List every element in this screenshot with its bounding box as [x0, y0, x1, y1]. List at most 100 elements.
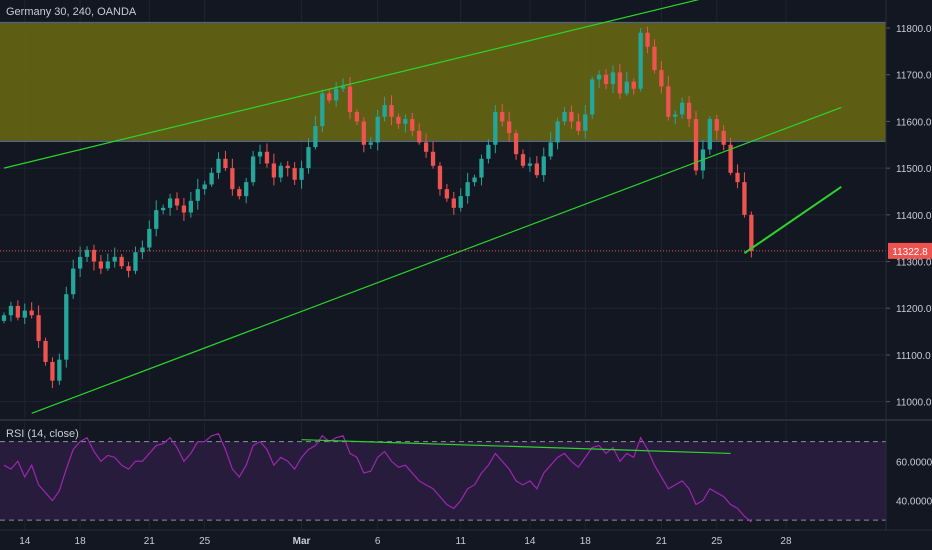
candle-body[interactable] — [306, 147, 311, 169]
candle-body[interactable] — [161, 207, 166, 211]
candle-body[interactable] — [77, 256, 83, 269]
candle-body[interactable] — [693, 119, 699, 171]
candle-body[interactable] — [320, 93, 325, 127]
trendline-lower-channel[interactable] — [31, 106, 842, 414]
candle-body[interactable] — [368, 142, 373, 145]
rsi-indicator[interactable] — [0, 433, 886, 523]
candle-body[interactable] — [1, 315, 7, 321]
candle-body[interactable] — [520, 154, 526, 166]
candle-body[interactable] — [458, 196, 463, 208]
candle-body[interactable] — [340, 86, 346, 89]
candle-body[interactable] — [112, 256, 117, 262]
candle-body[interactable] — [673, 114, 678, 117]
candle-body[interactable] — [119, 256, 124, 267]
candle-body[interactable] — [721, 130, 726, 145]
candle-body[interactable] — [285, 165, 290, 169]
candle-body[interactable] — [486, 144, 491, 159]
projection-line[interactable] — [743, 185, 842, 254]
candle-body[interactable] — [541, 156, 546, 176]
candle-body[interactable] — [216, 158, 221, 173]
candle-body[interactable] — [680, 102, 685, 115]
candle-body[interactable] — [292, 168, 297, 180]
candle-body[interactable] — [444, 189, 450, 199]
candle-body[interactable] — [57, 359, 62, 381]
candle-body[interactable] — [742, 182, 747, 215]
candle-body[interactable] — [71, 268, 76, 295]
candle-body[interactable] — [278, 165, 283, 178]
candle-body[interactable] — [728, 144, 733, 173]
candle-body[interactable] — [423, 142, 429, 152]
candle-body[interactable] — [375, 116, 380, 143]
candle-body[interactable] — [91, 249, 97, 262]
candle-body[interactable] — [451, 198, 456, 208]
candle-body[interactable] — [569, 112, 574, 122]
candle-body[interactable] — [583, 114, 588, 131]
candle-body[interactable] — [472, 177, 477, 183]
candle-body[interactable] — [638, 32, 643, 89]
candle-body[interactable] — [50, 361, 55, 381]
candle-body[interactable] — [403, 119, 408, 124]
candle-body[interactable] — [174, 198, 180, 206]
candle-body[interactable] — [334, 88, 339, 101]
candle-body[interactable] — [257, 151, 263, 157]
candle-body[interactable] — [98, 261, 104, 269]
candle-body[interactable] — [396, 116, 401, 124]
candle-body[interactable] — [410, 119, 415, 131]
candle-body[interactable] — [126, 266, 131, 271]
candle-body[interactable] — [195, 189, 200, 201]
candle-body[interactable] — [313, 126, 318, 148]
candle-body[interactable] — [631, 81, 636, 89]
candle-body[interactable] — [271, 163, 277, 178]
candle-body[interactable] — [29, 310, 34, 316]
candle-body[interactable] — [22, 310, 27, 318]
candle-body[interactable] — [617, 72, 623, 94]
candle-body[interactable] — [596, 74, 602, 80]
candle-body[interactable] — [237, 189, 242, 197]
candle-body[interactable] — [147, 228, 152, 248]
candle-body[interactable] — [652, 46, 657, 71]
candle-body[interactable] — [188, 200, 193, 213]
candle-body[interactable] — [507, 121, 512, 134]
candle-body[interactable] — [513, 133, 519, 155]
candle-body[interactable] — [437, 165, 443, 190]
candle-body[interactable] — [223, 158, 228, 169]
candle-body[interactable] — [244, 182, 249, 197]
candle-body[interactable] — [590, 79, 595, 115]
candle-body[interactable] — [354, 112, 360, 122]
candle-body[interactable] — [714, 119, 719, 131]
candle-body[interactable] — [500, 112, 505, 122]
candle-body[interactable] — [209, 172, 214, 185]
candle-body[interactable] — [686, 102, 692, 120]
candle-body[interactable] — [389, 105, 394, 117]
candle-body[interactable] — [417, 130, 422, 143]
rsi-line[interactable] — [3, 433, 752, 523]
candle-body[interactable] — [465, 182, 470, 197]
candle-body[interactable] — [327, 93, 332, 101]
candle-body[interactable] — [84, 249, 90, 257]
candle-body[interactable] — [430, 151, 436, 166]
candle-body[interactable] — [645, 32, 650, 47]
candle-body[interactable] — [527, 163, 533, 166]
candle-body[interactable] — [555, 121, 560, 143]
candle-body[interactable] — [707, 119, 712, 150]
trendline-upper-channel[interactable] — [3, 0, 841, 169]
candle-body[interactable] — [666, 86, 671, 117]
candle-body[interactable] — [534, 163, 539, 176]
candle-body[interactable] — [382, 105, 387, 117]
candle-body[interactable] — [15, 305, 20, 318]
candle-body[interactable] — [361, 121, 366, 145]
candle-body[interactable] — [610, 72, 616, 85]
candle-body[interactable] — [735, 172, 740, 183]
candle-body[interactable] — [43, 340, 48, 362]
candle-body[interactable] — [264, 151, 270, 164]
candle-body[interactable] — [250, 156, 256, 183]
candle-body[interactable] — [202, 184, 207, 190]
candle-body[interactable] — [154, 210, 159, 229]
rsi-divergence-line[interactable] — [301, 439, 731, 455]
candle-body[interactable] — [181, 205, 187, 213]
candle-body[interactable] — [105, 261, 110, 269]
candle-body[interactable] — [64, 294, 69, 360]
candle-body[interactable] — [603, 74, 609, 85]
candle-body[interactable] — [8, 305, 14, 316]
